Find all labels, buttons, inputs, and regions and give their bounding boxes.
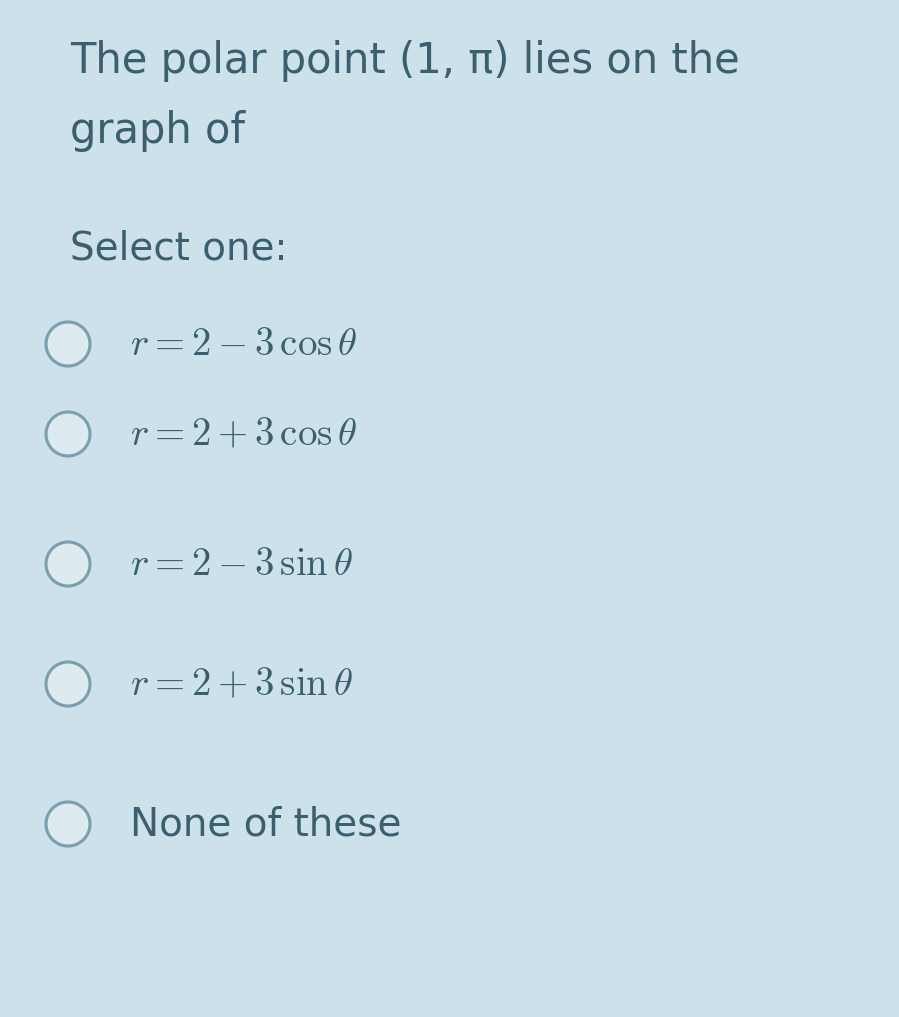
Text: $\mathit{r} = 2 + 3\,\mathrm{cos}\,\theta$: $\mathit{r} = 2 + 3\,\mathrm{cos}\,\thet…: [130, 415, 357, 453]
Text: graph of: graph of: [70, 110, 245, 152]
Circle shape: [46, 412, 90, 456]
Circle shape: [46, 802, 90, 846]
Text: $\mathit{r} = 2 - 3\,\mathrm{sin}\,\theta$: $\mathit{r} = 2 - 3\,\mathrm{sin}\,\thet…: [130, 545, 353, 583]
Text: Select one:: Select one:: [70, 230, 288, 268]
Text: $\mathit{r} = 2 + 3\,\mathrm{sin}\,\theta$: $\mathit{r} = 2 + 3\,\mathrm{sin}\,\thet…: [130, 665, 353, 703]
Text: None of these: None of these: [130, 805, 402, 843]
Circle shape: [46, 322, 90, 366]
Circle shape: [46, 662, 90, 706]
Text: The polar point (1, π) lies on the: The polar point (1, π) lies on the: [70, 40, 740, 82]
Circle shape: [46, 542, 90, 586]
Text: $\mathit{r} = 2 - 3\,\mathrm{cos}\,\theta$: $\mathit{r} = 2 - 3\,\mathrm{cos}\,\thet…: [130, 325, 357, 363]
